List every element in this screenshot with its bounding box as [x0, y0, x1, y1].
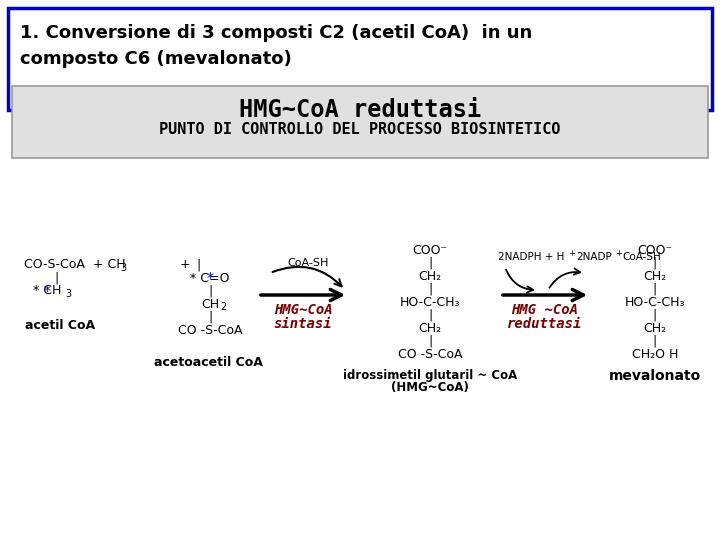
Text: 3: 3	[120, 263, 126, 273]
Text: |: |	[208, 310, 212, 323]
Text: 2: 2	[220, 302, 226, 312]
Text: (HMG~CoA): (HMG~CoA)	[391, 381, 469, 394]
FancyBboxPatch shape	[8, 8, 712, 110]
Text: * C=O: * C=O	[190, 272, 230, 285]
Text: 1. Conversione di 3 composti C2 (acetil CoA)  in un: 1. Conversione di 3 composti C2 (acetil …	[20, 24, 532, 42]
Text: CH₂: CH₂	[644, 269, 667, 282]
Text: *: *	[207, 271, 214, 285]
Text: 3: 3	[65, 289, 71, 299]
Text: CH₂: CH₂	[644, 321, 667, 334]
Text: +: +	[568, 248, 575, 258]
Text: *: *	[43, 284, 50, 298]
Text: COO⁻: COO⁻	[413, 244, 448, 256]
Text: CoA-SH: CoA-SH	[622, 252, 661, 262]
Text: CO-S-CoA  + CH: CO-S-CoA + CH	[24, 259, 126, 272]
Text: |: |	[208, 285, 212, 298]
Text: composto C6 (mevalonato): composto C6 (mevalonato)	[20, 50, 292, 68]
FancyArrowPatch shape	[273, 267, 341, 286]
Text: HO-C-CH₃: HO-C-CH₃	[400, 295, 460, 308]
Text: HMG~CoA: HMG~CoA	[274, 303, 333, 317]
Text: CH₂: CH₂	[418, 269, 441, 282]
Text: |: |	[653, 282, 657, 295]
Text: CO -S-CoA: CO -S-CoA	[397, 348, 462, 361]
Text: CH₂O H: CH₂O H	[632, 348, 678, 361]
Text: |: |	[653, 334, 657, 348]
Text: +: +	[180, 259, 190, 272]
Text: CoA-SH: CoA-SH	[287, 258, 329, 268]
Text: |: |	[653, 256, 657, 269]
Text: acetoacetil CoA: acetoacetil CoA	[153, 356, 262, 369]
Text: PUNTO DI CONTROLLO DEL PROCESSO BIOSINTETICO: PUNTO DI CONTROLLO DEL PROCESSO BIOSINTE…	[159, 122, 561, 137]
Text: |: |	[428, 256, 432, 269]
Text: * CH: * CH	[33, 285, 61, 298]
Text: HO-C-CH₃: HO-C-CH₃	[625, 295, 685, 308]
Text: |: |	[428, 308, 432, 321]
Text: CO -S-CoA: CO -S-CoA	[178, 323, 242, 336]
Text: |: |	[653, 308, 657, 321]
Text: idrossimetil glutaril ~ CoA: idrossimetil glutaril ~ CoA	[343, 369, 517, 382]
Text: |: |	[55, 272, 59, 285]
Text: sintasi: sintasi	[274, 317, 333, 331]
Text: CH: CH	[201, 298, 219, 310]
Text: CH₂: CH₂	[418, 321, 441, 334]
Text: |: |	[428, 334, 432, 348]
Text: mevalonato: mevalonato	[609, 369, 701, 383]
Text: COO⁻: COO⁻	[637, 244, 672, 256]
FancyBboxPatch shape	[12, 86, 708, 158]
Text: HMG~CoA reduttasi: HMG~CoA reduttasi	[239, 98, 481, 122]
FancyArrowPatch shape	[506, 269, 534, 293]
Text: |: |	[428, 282, 432, 295]
Text: reduttasi: reduttasi	[508, 317, 582, 331]
FancyArrowPatch shape	[549, 268, 580, 288]
Text: |: |	[196, 259, 200, 272]
Text: 2NADPH + H: 2NADPH + H	[498, 252, 564, 262]
Text: HMG ~CoA: HMG ~CoA	[511, 303, 578, 317]
Text: acetil CoA: acetil CoA	[25, 319, 95, 332]
Text: 2NADP: 2NADP	[576, 252, 612, 262]
Text: +: +	[615, 248, 622, 258]
